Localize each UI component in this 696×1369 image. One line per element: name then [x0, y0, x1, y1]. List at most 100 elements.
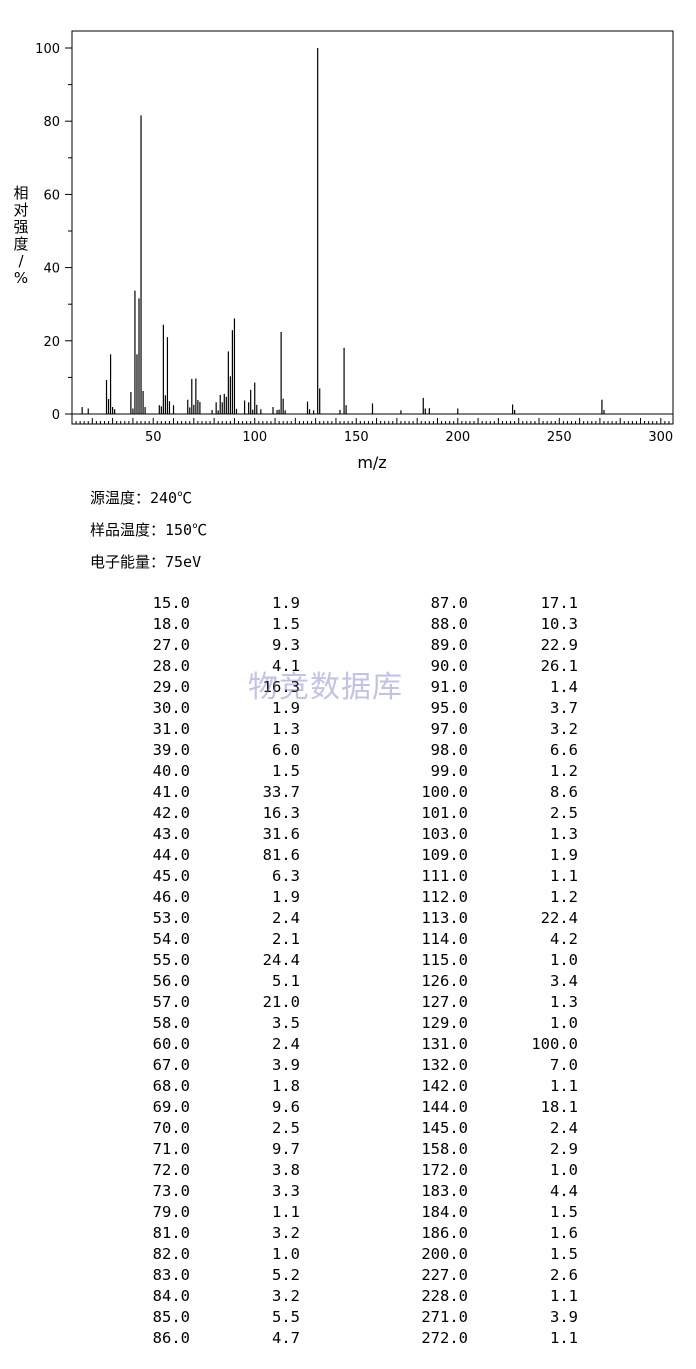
- intensity-cell: 2.4: [272, 1035, 300, 1053]
- intensity-cell: 31.6: [262, 825, 300, 843]
- y-tick-label: 40: [43, 262, 60, 277]
- intensity-cell: 3.7: [550, 699, 578, 717]
- intensity-cell: 2.1: [272, 930, 300, 948]
- mz-cell: 183.0: [421, 1182, 468, 1200]
- y-tick-label: 0: [52, 408, 60, 423]
- x-axis-title: m/z: [357, 453, 386, 472]
- mz-cell: 132.0: [421, 1056, 468, 1074]
- mz-cell: 101.0: [421, 804, 468, 822]
- table-row: 30.0 1.9 95.0 3.7: [0, 698, 696, 719]
- table-row: 79.0 1.1 184.0 1.5: [0, 1202, 696, 1223]
- mz-cell: 82.0: [152, 1245, 190, 1263]
- table-row: 45.0 6.3 111.0 1.1: [0, 866, 696, 887]
- mz-cell: 114.0: [421, 930, 468, 948]
- intensity-cell: 5.2: [272, 1266, 300, 1284]
- intensity-cell: 3.3: [272, 1182, 300, 1200]
- intensity-cell: 9.6: [272, 1098, 300, 1116]
- mz-cell: 73.0: [152, 1182, 190, 1200]
- intensity-cell: 1.0: [550, 1161, 578, 1179]
- table-row: 29.0 16.3 91.0 1.4: [0, 677, 696, 698]
- mz-cell: 99.0: [430, 762, 468, 780]
- mz-cell: 142.0: [421, 1077, 468, 1095]
- table-row: 18.0 1.5 88.0 10.3: [0, 614, 696, 635]
- intensity-cell: 3.2: [550, 720, 578, 738]
- intensity-cell: 100.0: [531, 1035, 578, 1053]
- intensity-cell: 1.5: [550, 1245, 578, 1263]
- mz-cell: 46.0: [152, 888, 190, 906]
- table-row: 44.0 81.6 109.0 1.9: [0, 845, 696, 866]
- y-tick-label: 80: [43, 115, 60, 130]
- mz-cell: 95.0: [430, 699, 468, 717]
- mz-cell: 98.0: [430, 741, 468, 759]
- intensity-cell: 22.9: [540, 636, 578, 654]
- mz-cell: 88.0: [430, 615, 468, 633]
- intensity-cell: 8.6: [550, 783, 578, 801]
- mz-cell: 57.0: [152, 993, 190, 1011]
- intensity-cell: 2.5: [550, 804, 578, 822]
- mz-cell: 126.0: [421, 972, 468, 990]
- table-row: 73.0 3.3 183.0 4.4: [0, 1181, 696, 1202]
- mz-cell: 43.0: [152, 825, 190, 843]
- intensity-cell: 26.1: [540, 657, 578, 675]
- y-axis-title-char: 相: [13, 184, 28, 202]
- intensity-cell: 1.4: [550, 678, 578, 696]
- intensity-cell: 1.1: [272, 1203, 300, 1221]
- table-row: 43.0 31.6 103.0 1.3: [0, 824, 696, 845]
- intensity-cell: 81.6: [262, 846, 300, 864]
- intensity-cell: 3.4: [550, 972, 578, 990]
- table-row: 60.0 2.4 131.0 100.0: [0, 1034, 696, 1055]
- table-row: 46.0 1.9 112.0 1.2: [0, 887, 696, 908]
- mz-cell: 42.0: [152, 804, 190, 822]
- mz-cell: 69.0: [152, 1098, 190, 1116]
- mz-cell: 100.0: [421, 783, 468, 801]
- intensity-cell: 2.4: [272, 909, 300, 927]
- intensity-cell: 1.3: [272, 720, 300, 738]
- mz-cell: 91.0: [430, 678, 468, 696]
- table-row: 56.0 5.1 126.0 3.4: [0, 971, 696, 992]
- mz-cell: 145.0: [421, 1119, 468, 1137]
- intensity-cell: 1.9: [272, 888, 300, 906]
- intensity-cell: 1.9: [272, 594, 300, 612]
- mz-cell: 15.0: [152, 594, 190, 612]
- mz-cell: 45.0: [152, 867, 190, 885]
- mz-cell: 85.0: [152, 1308, 190, 1326]
- mz-cell: 28.0: [152, 657, 190, 675]
- mz-cell: 29.0: [152, 678, 190, 696]
- x-tick-label: 300: [648, 430, 673, 445]
- intensity-cell: 22.4: [540, 909, 578, 927]
- y-axis-title-char: 强: [13, 218, 28, 236]
- mz-cell: 56.0: [152, 972, 190, 990]
- x-tick-label: 200: [445, 430, 470, 445]
- mz-cell: 81.0: [152, 1224, 190, 1242]
- table-row: 86.0 4.7 272.0 1.1: [0, 1328, 696, 1349]
- mz-cell: 39.0: [152, 741, 190, 759]
- mz-cell: 227.0: [421, 1266, 468, 1284]
- intensity-cell: 9.3: [272, 636, 300, 654]
- plot-frame: [71, 30, 674, 425]
- intensity-cell: 2.5: [272, 1119, 300, 1137]
- x-tick-label: 50: [145, 430, 162, 445]
- electron-energy: 电子能量：75eV: [90, 553, 202, 571]
- mz-cell: 40.0: [152, 762, 190, 780]
- intensity-cell: 5.1: [272, 972, 300, 990]
- mz-cell: 58.0: [152, 1014, 190, 1032]
- y-tick-label: 60: [43, 188, 60, 203]
- mz-cell: 127.0: [421, 993, 468, 1011]
- mz-cell: 27.0: [152, 636, 190, 654]
- intensity-cell: 1.0: [550, 951, 578, 969]
- table-row: 15.0 1.9 87.0 17.1: [0, 593, 696, 614]
- y-axis-ticks: 0 20 40 60 80 100: [35, 42, 72, 423]
- intensity-cell: 1.1: [550, 1287, 578, 1305]
- table-row: 84.0 3.2 228.0 1.1: [0, 1286, 696, 1307]
- intensity-cell: 2.4: [550, 1119, 578, 1137]
- intensity-cell: 3.2: [272, 1224, 300, 1242]
- table-row: 31.0 1.3 97.0 3.2: [0, 719, 696, 740]
- intensity-cell: 24.4: [262, 951, 300, 969]
- mz-cell: 144.0: [421, 1098, 468, 1116]
- mz-cell: 55.0: [152, 951, 190, 969]
- mz-cell: 172.0: [421, 1161, 468, 1179]
- watermark: 物竞数据库: [248, 670, 403, 705]
- table-row: 40.0 1.5 99.0 1.2: [0, 761, 696, 782]
- table-row: 57.0 21.0 127.0 1.3: [0, 992, 696, 1013]
- mz-cell: 89.0: [430, 636, 468, 654]
